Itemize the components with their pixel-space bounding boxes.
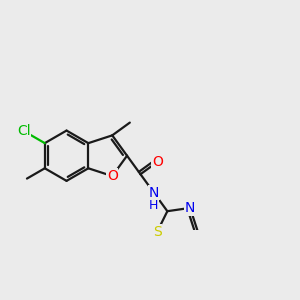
Text: N: N <box>149 186 159 200</box>
Text: N: N <box>185 201 195 215</box>
Text: S: S <box>153 225 161 239</box>
Text: H: H <box>149 199 159 212</box>
Text: O: O <box>107 169 118 183</box>
Text: O: O <box>152 155 163 169</box>
Text: Cl: Cl <box>17 124 31 138</box>
